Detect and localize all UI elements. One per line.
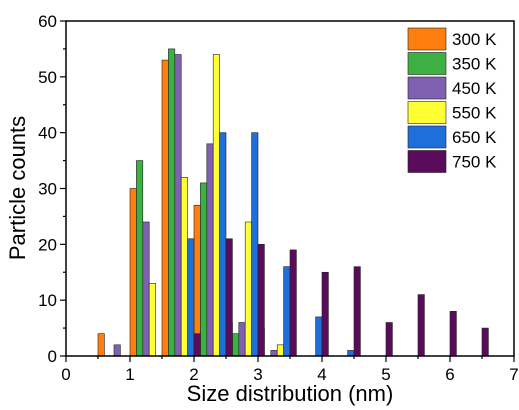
y-tick-label: 20 [38, 235, 57, 254]
legend-swatch [408, 53, 446, 75]
bar-450k-1 [143, 222, 149, 356]
bar-750k-3 [290, 250, 296, 356]
bar-350k-3 [232, 334, 238, 356]
legend-label: 550 K [452, 104, 497, 123]
y-tick-label: 10 [38, 291, 57, 310]
bar-550k-0 [149, 283, 155, 356]
x-axis-title: Size distribution (nm) [187, 381, 394, 406]
bar-750k-2 [258, 244, 264, 356]
bar-550k-3 [245, 222, 251, 356]
bar-750k-1 [226, 239, 232, 356]
x-tick-label: 7 [509, 365, 518, 384]
bar-750k-8 [450, 311, 456, 356]
bar-750k-4 [322, 272, 328, 356]
bar-650k-5 [348, 350, 354, 356]
x-tick-label: 6 [445, 365, 454, 384]
bar-300k-0 [98, 334, 104, 356]
bar-450k-5 [271, 350, 277, 356]
x-tick-label: 1 [125, 365, 134, 384]
bar-650k-1 [220, 133, 226, 356]
legend-swatch [408, 102, 446, 124]
bar-750k-9 [482, 328, 488, 356]
legend-label: 750 K [452, 153, 497, 172]
bar-350k-1 [168, 49, 174, 356]
y-tick-label: 40 [38, 124, 57, 143]
bar-750k-7 [418, 295, 424, 356]
bar-750k-5 [354, 267, 360, 356]
legend: 300 K 350 K 450 K 550 K 650 K 750 K [408, 28, 497, 173]
x-tick-label: 0 [61, 365, 70, 384]
bar-450k-3 [207, 144, 213, 356]
y-axis-title: Particle counts [5, 116, 30, 260]
legend-label: 350 K [452, 55, 497, 74]
legend-swatch [408, 126, 446, 148]
bar-550k-1 [181, 177, 187, 356]
bar-350k-2 [200, 183, 206, 356]
y-tick-label: 50 [38, 68, 57, 87]
bar-450k-0 [114, 345, 120, 356]
legend-label: 450 K [452, 79, 497, 98]
bar-650k-4 [316, 317, 322, 356]
bar-300k-2 [162, 60, 168, 356]
y-tick-label: 0 [48, 347, 57, 366]
bar-350k-0 [136, 161, 142, 356]
bar-650k-3 [284, 267, 290, 356]
bar-750k-0 [194, 334, 200, 356]
bar-550k-2 [213, 55, 219, 357]
legend-label: 650 K [452, 128, 497, 147]
legend-label: 300 K [452, 30, 497, 49]
bar-650k-2 [252, 133, 258, 356]
bar-650k-0 [188, 239, 194, 356]
legend-swatch [408, 28, 446, 50]
y-axis: 0 10 20 30 40 50 60 [38, 12, 66, 366]
legend-swatch [408, 77, 446, 99]
y-tick-label: 30 [38, 180, 57, 199]
bar-750k-6 [386, 323, 392, 357]
bar-450k-4 [239, 323, 245, 357]
bar-550k-4 [277, 345, 283, 356]
bar-300k-1 [130, 189, 136, 357]
y-tick-label: 60 [38, 12, 57, 31]
bar-450k-2 [175, 55, 181, 357]
legend-swatch [408, 151, 446, 173]
